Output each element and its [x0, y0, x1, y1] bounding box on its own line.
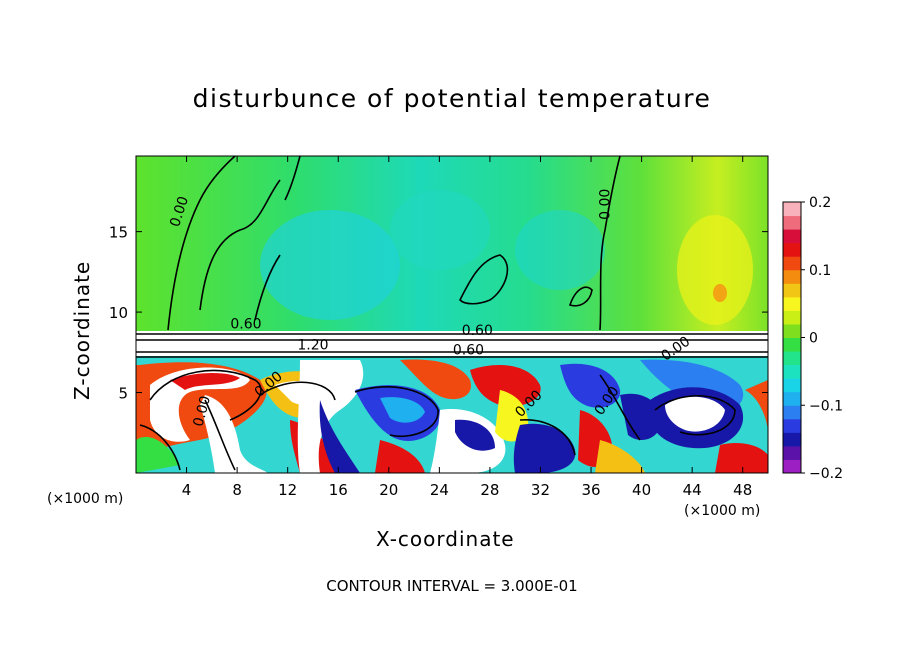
contour-line [139, 424, 181, 471]
y-tick-label: 15 [109, 224, 128, 242]
contour-line [654, 394, 736, 436]
colorbar-swatch [783, 337, 801, 352]
contour-label: 0.60 [462, 323, 493, 339]
x-unit-label-right: (×1000 m) [684, 503, 761, 519]
colorbar-swatch [783, 215, 801, 230]
contour-line [599, 374, 641, 441]
colorbar-swatch [783, 283, 801, 298]
colorbar-swatch [783, 202, 801, 217]
contour-label: 0.00 [597, 189, 613, 220]
contour-line [167, 156, 236, 331]
x-tick-label: 40 [632, 481, 651, 499]
colorbar-tick-label: −0.1 [809, 398, 843, 414]
x-tick-label: 12 [278, 481, 297, 499]
colorbar: 0.2 0.1 0 −0.1 −0.2 [782, 195, 843, 482]
orange-spot [713, 284, 727, 302]
y-axis: 5 10 15 [109, 224, 768, 403]
contour-label: 1.20 [297, 337, 328, 353]
x-tick-label: 20 [379, 481, 398, 499]
colorbar-tick-label: 0.2 [809, 195, 831, 211]
colorbar-tick-label: 0 [809, 331, 818, 347]
colorbar-swatch [783, 432, 801, 447]
x-tick-label: 16 [329, 481, 348, 499]
contour-line [254, 254, 281, 321]
contour-line [149, 369, 262, 421]
contour-line [284, 156, 301, 201]
colorbar-tick-label: −0.2 [809, 466, 843, 482]
contour-line [259, 381, 336, 401]
x-unit-label-left: (×1000 m) [47, 491, 124, 507]
contour-line [199, 179, 281, 311]
colorbar-swatch [783, 459, 801, 474]
x-tick-label: 24 [430, 481, 449, 499]
contour-line [204, 399, 236, 471]
contour-label: 0.60 [230, 317, 261, 333]
contour-line [519, 419, 576, 456]
contour-line [568, 286, 593, 307]
colorbar-swatch [783, 405, 801, 420]
colorbar-tick-label: 0.1 [809, 263, 831, 279]
chart-title: disturbunce of potential temperature [192, 84, 712, 113]
contour-label-group: 0.60 [230, 317, 261, 333]
x-axis-label: X-coordinate [376, 527, 515, 551]
cyan-patch [390, 190, 490, 270]
heatmap-field [136, 156, 768, 473]
x-tick-label: 32 [531, 481, 550, 499]
contour-label-group: 0.00 [597, 189, 613, 220]
x-tick-label: 36 [581, 481, 600, 499]
y-tick-label: 10 [109, 304, 128, 322]
colorbar-swatch [783, 229, 801, 244]
colorbar-swatch [783, 364, 801, 379]
x-tick-label: 8 [232, 481, 242, 499]
x-axis: 4 8 12 16 20 24 28 32 36 40 44 48 [182, 156, 752, 499]
colorbar-swatch [783, 418, 801, 433]
contour-label-group: 0.60 [453, 342, 484, 358]
x-tick-label: 48 [733, 481, 752, 499]
contour-line [599, 156, 621, 331]
colorbar-swatch [783, 296, 801, 311]
colorbar-swatch [783, 391, 801, 406]
contour-label-group: 0.00 [191, 394, 215, 428]
contour-label-group: 0.60 [462, 323, 493, 339]
contour-lines [136, 156, 768, 471]
x-tick-label: 44 [683, 481, 702, 499]
colorbar-swatch [783, 351, 801, 366]
colorbar-swatch [783, 242, 801, 257]
colorbar-swatch [783, 310, 801, 325]
colorbar-swatch [783, 256, 801, 271]
contour-label: 0.00 [191, 394, 215, 428]
x-tick-label: 28 [480, 481, 499, 499]
contour-line [354, 386, 439, 437]
contour-interval-note: CONTOUR INTERVAL = 3.000E-01 [326, 577, 578, 595]
contour-line [459, 254, 509, 305]
cyan-patch [260, 210, 400, 320]
x-tick-label: 4 [182, 481, 192, 499]
colorbar-swatch [783, 445, 801, 460]
yellow-patch [677, 215, 753, 325]
colorbar-swatch [783, 378, 801, 393]
y-axis-label: Z-coordinate [70, 260, 94, 400]
cyan-patch [515, 210, 605, 290]
contour-label-group: 1.20 [297, 337, 328, 353]
y-tick-label: 5 [118, 385, 128, 403]
colorbar-swatch [783, 323, 801, 338]
plot-frame [135, 155, 769, 474]
contour-label: 0.60 [453, 342, 484, 358]
colorbar-swatch [783, 269, 801, 284]
